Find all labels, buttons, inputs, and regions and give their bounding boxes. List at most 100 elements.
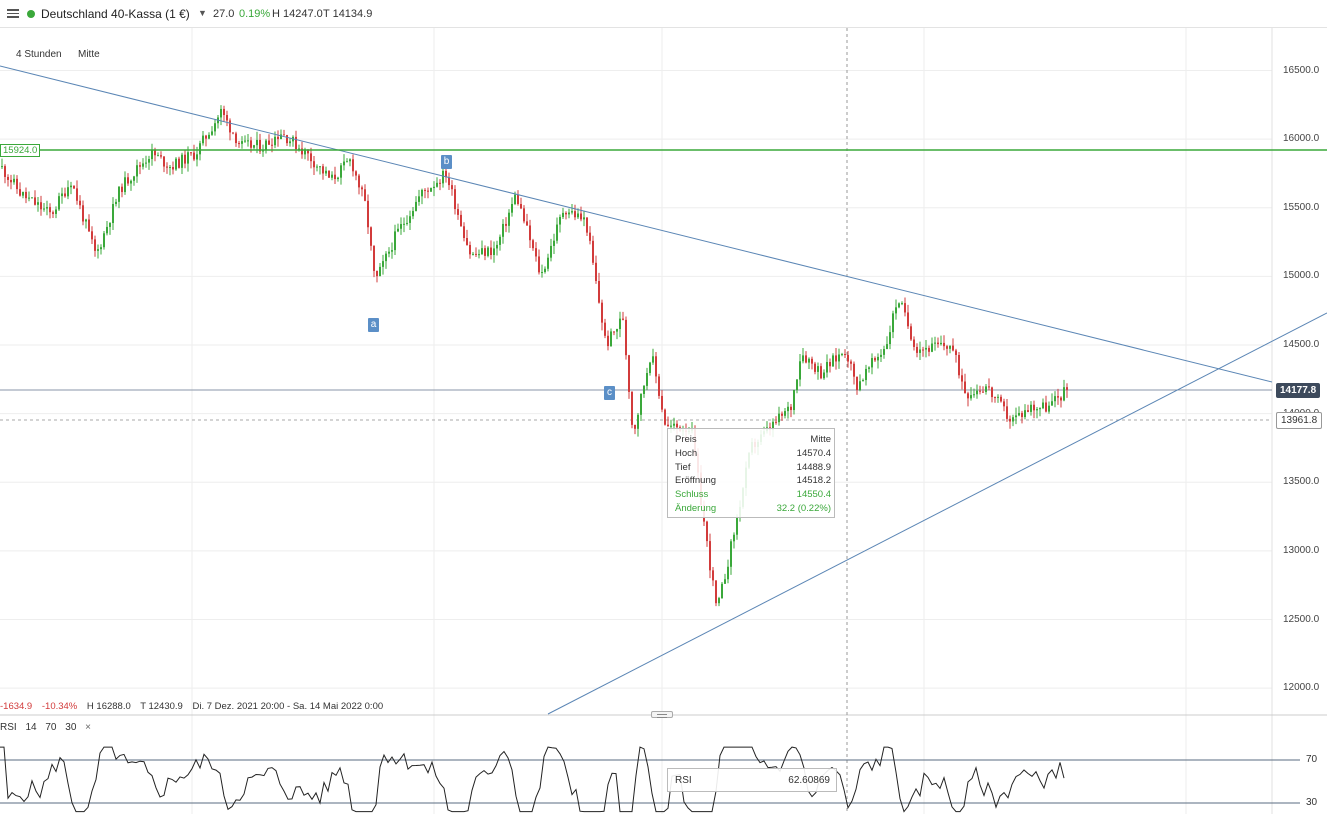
wave-label-a[interactable]: a	[368, 318, 379, 332]
level-line-label[interactable]: 15924.0	[0, 144, 41, 157]
candle-body	[655, 356, 657, 377]
wave-label-c[interactable]: c	[604, 386, 615, 400]
instrument-title[interactable]: Deutschland 40-Kassa (1 €)	[41, 7, 190, 21]
candle-body	[565, 212, 567, 215]
price-chart[interactable]	[0, 28, 1327, 814]
tooltip-key: Schluss	[675, 489, 709, 500]
candle-body	[472, 253, 474, 255]
candle-body	[457, 209, 459, 215]
tooltip-key: Tief	[675, 462, 691, 473]
candle-body	[997, 396, 999, 398]
rsi-lower-level[interactable]: 30	[65, 722, 77, 733]
candle-body	[604, 322, 606, 336]
market-status-icon	[27, 10, 35, 18]
candle-body	[301, 148, 303, 155]
candle-body	[919, 349, 921, 353]
menu-icon[interactable]	[7, 7, 19, 19]
candle-body	[271, 144, 273, 146]
chevron-down-icon[interactable]: ▼	[198, 8, 207, 18]
candle-body	[556, 224, 558, 241]
candle-body	[298, 148, 300, 150]
candle-body	[640, 393, 642, 415]
timeframe-selector[interactable]: 4 Stunden	[16, 49, 62, 60]
candle-body	[442, 170, 444, 184]
candle-body	[736, 516, 738, 535]
price-axis-tick: 16000.0	[1283, 133, 1320, 145]
candle-body	[514, 194, 516, 205]
candle-body	[379, 266, 381, 277]
candle-body	[112, 204, 114, 224]
candle-body	[478, 254, 480, 256]
candle-body	[571, 211, 573, 213]
candle-body	[403, 223, 405, 225]
chart-overlays	[0, 65, 1327, 715]
panel-resize-handle[interactable]	[651, 711, 673, 718]
candle-body	[76, 188, 78, 201]
candle-body	[106, 226, 108, 234]
rsi-upper-level[interactable]: 70	[45, 722, 57, 733]
candle-body	[283, 134, 285, 136]
candle-body	[874, 358, 876, 361]
candle-body	[892, 313, 894, 333]
rsi-period[interactable]: 14	[25, 722, 37, 733]
candle-body	[793, 389, 795, 411]
candle-body	[268, 140, 270, 145]
candle-body	[496, 244, 498, 249]
rsi-panel	[0, 746, 1300, 813]
candle-body	[628, 355, 630, 392]
candle-body	[193, 152, 195, 160]
candle-body	[619, 318, 621, 330]
candle-body	[487, 247, 489, 256]
candle-body	[931, 343, 933, 352]
candle-body	[901, 303, 903, 305]
candle-body	[1045, 402, 1047, 412]
tooltip-value: 14570.4	[796, 448, 831, 459]
candle-body	[400, 224, 402, 229]
candle-body	[796, 379, 798, 390]
tooltip-key: Eröffnung	[675, 475, 717, 486]
candle-body	[247, 140, 249, 142]
candle-body	[499, 236, 501, 245]
price-type-selector[interactable]: Mitte	[78, 49, 100, 60]
wave-label-b[interactable]: b	[441, 155, 452, 169]
price-axis-tick: 12000.0	[1283, 682, 1320, 694]
candle-body	[358, 175, 360, 188]
candle-body	[229, 120, 231, 133]
candle-body	[469, 244, 471, 255]
candle-body	[94, 239, 96, 251]
candle-body	[445, 170, 447, 178]
candle-body	[1057, 396, 1059, 398]
candle-body	[10, 179, 12, 183]
candle-body	[73, 185, 75, 189]
candle-body	[115, 201, 117, 205]
candle-body	[844, 354, 846, 356]
candle-body	[847, 355, 849, 362]
candle-body	[625, 319, 627, 356]
candle-body	[505, 223, 507, 226]
candle-body	[1021, 412, 1023, 418]
price-axis-tick: 16500.0	[1283, 64, 1320, 76]
candle-body	[148, 159, 150, 163]
candle-body	[415, 201, 417, 211]
rsi-level-high-label: 70	[1306, 754, 1318, 765]
candle-body	[958, 354, 960, 376]
candle-body	[646, 373, 648, 386]
candle-body	[502, 223, 504, 237]
candle-body	[289, 141, 291, 144]
candle-body	[463, 226, 465, 239]
candle-body	[490, 247, 492, 256]
candle-body	[370, 227, 372, 246]
candle-body	[574, 211, 576, 218]
candle-body	[922, 349, 924, 351]
rsi-tooltip-value: 62.60869	[788, 775, 830, 786]
rsi-name[interactable]: RSI	[0, 722, 17, 733]
candle-body	[121, 186, 123, 193]
candle-body	[859, 381, 861, 391]
candle-body	[616, 329, 618, 332]
candle-body	[1009, 418, 1011, 422]
tooltip-value: 32.2 (0.22%)	[776, 503, 831, 514]
tooltip-header-right: Mitte	[810, 434, 831, 445]
candle-body	[772, 421, 774, 431]
candle-body	[862, 380, 864, 382]
close-icon[interactable]: ×	[85, 722, 92, 733]
